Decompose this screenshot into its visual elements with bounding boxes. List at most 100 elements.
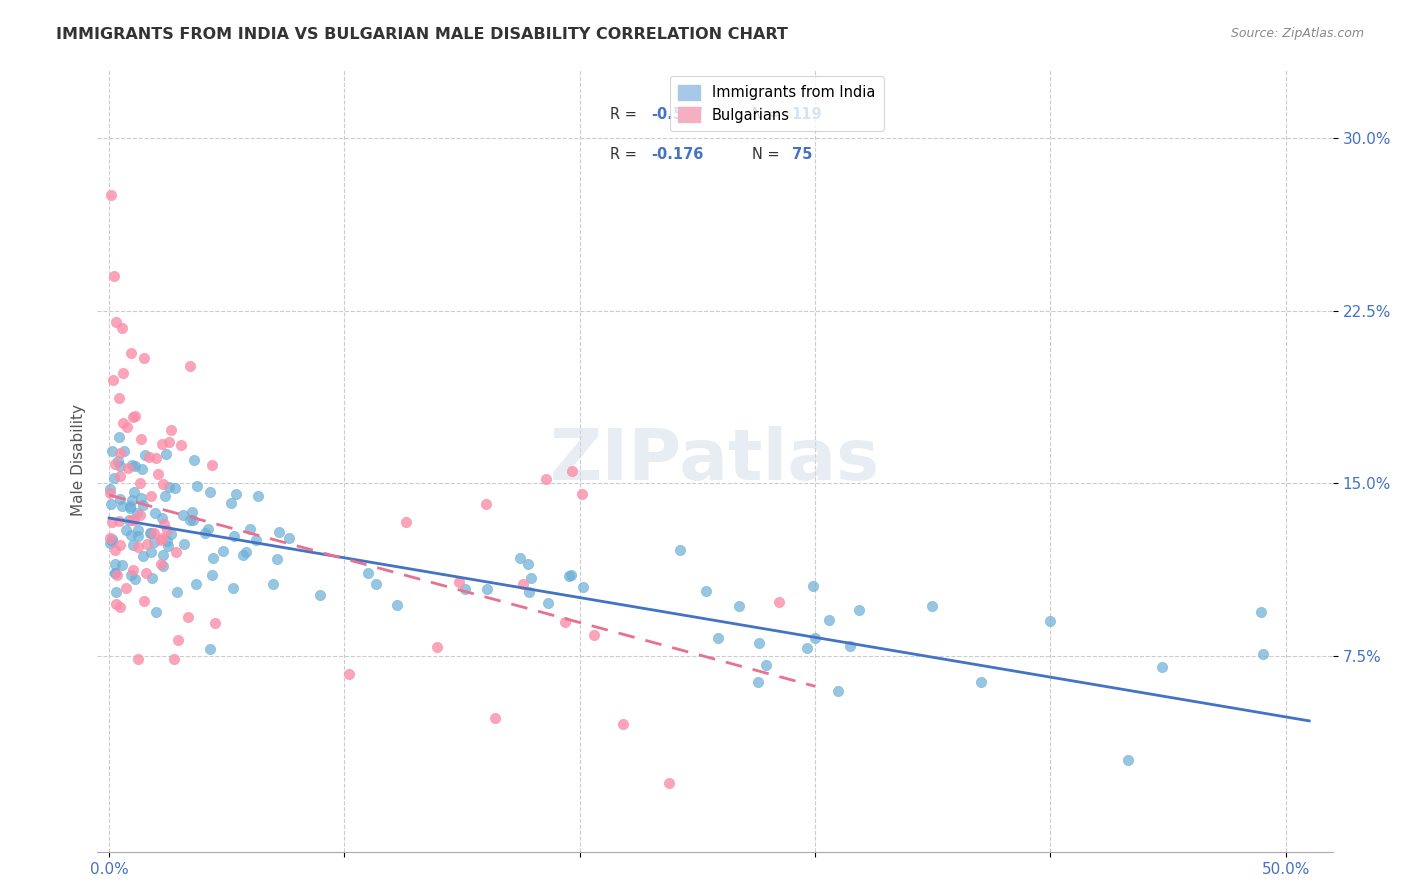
Point (143, 535, 166, 549)
Point (127, 523, 149, 537)
Point (536, 472, 558, 486)
Point (141, 571, 163, 585)
Point (970, 675, 993, 690)
Point (150, 531, 173, 545)
Point (108, 599, 131, 614)
Point (176, 610, 198, 624)
Point (100, 533, 122, 548)
Point (1251, 647, 1274, 661)
Point (156, 533, 179, 548)
Point (537, 596, 560, 610)
Point (561, 465, 583, 479)
Point (107, 454, 129, 468)
Point (143, 507, 166, 521)
Point (108, 469, 131, 483)
Point (152, 477, 174, 491)
Point (104, 566, 127, 580)
Point (235, 545, 257, 559)
Point (475, 582, 498, 596)
Point (582, 628, 605, 642)
Point (124, 459, 146, 474)
Point (267, 525, 290, 540)
Point (225, 487, 247, 501)
Point (145, 606, 167, 620)
Point (101, 443, 124, 458)
Point (150, 557, 173, 571)
Point (454, 582, 477, 597)
Point (150, 437, 173, 451)
Point (120, 345, 142, 359)
Point (120, 528, 142, 542)
Point (103, 471, 125, 485)
Point (132, 351, 155, 365)
Point (356, 566, 378, 581)
Point (100, 531, 122, 545)
Text: -0.176: -0.176 (651, 146, 703, 161)
Text: R =: R = (610, 107, 641, 122)
Point (219, 496, 242, 510)
Point (184, 577, 207, 591)
Point (818, 613, 841, 627)
Point (204, 616, 226, 631)
Text: Source: ZipAtlas.com: Source: ZipAtlas.com (1230, 27, 1364, 40)
Point (921, 599, 943, 614)
Point (612, 716, 634, 731)
Point (747, 674, 769, 689)
Point (796, 641, 818, 656)
Point (153, 489, 176, 503)
Point (172, 508, 194, 523)
Text: 75: 75 (792, 146, 813, 161)
Point (103, 268, 125, 283)
Point (337, 667, 360, 681)
Point (167, 633, 190, 648)
Point (103, 373, 125, 387)
Point (138, 526, 160, 541)
Point (669, 543, 692, 558)
Point (163, 652, 186, 666)
Point (801, 579, 824, 593)
Text: ZIPatlas: ZIPatlas (550, 425, 880, 495)
Point (197, 523, 219, 537)
Point (104, 566, 127, 580)
Point (266, 552, 288, 566)
Point (112, 366, 135, 380)
Point (120, 499, 142, 513)
Point (107, 391, 129, 405)
Point (141, 545, 163, 559)
Point (115, 523, 138, 537)
Point (839, 639, 862, 653)
Point (509, 550, 531, 565)
Point (262, 577, 284, 591)
Point (141, 526, 163, 541)
Point (122, 485, 145, 500)
Point (100, 532, 122, 546)
Point (560, 568, 582, 582)
Text: 119: 119 (792, 107, 823, 122)
Point (179, 513, 201, 527)
Point (186, 479, 208, 493)
Point (181, 512, 204, 526)
Point (484, 711, 506, 725)
Y-axis label: Male Disability: Male Disability (72, 404, 86, 516)
Point (695, 584, 717, 599)
Point (572, 580, 595, 594)
Point (121, 538, 143, 552)
Point (152, 558, 174, 573)
Point (115, 419, 138, 434)
Point (148, 467, 170, 481)
Point (201, 568, 224, 582)
Point (110, 538, 132, 552)
Point (201, 458, 224, 472)
Point (108, 515, 131, 529)
Point (165, 545, 187, 559)
Point (157, 435, 180, 450)
Point (222, 529, 245, 543)
Point (173, 537, 195, 551)
Point (222, 581, 245, 595)
Point (180, 505, 202, 519)
Point (658, 776, 681, 790)
Point (111, 320, 134, 334)
Point (554, 615, 576, 630)
Point (125, 507, 148, 521)
Point (150, 511, 173, 525)
